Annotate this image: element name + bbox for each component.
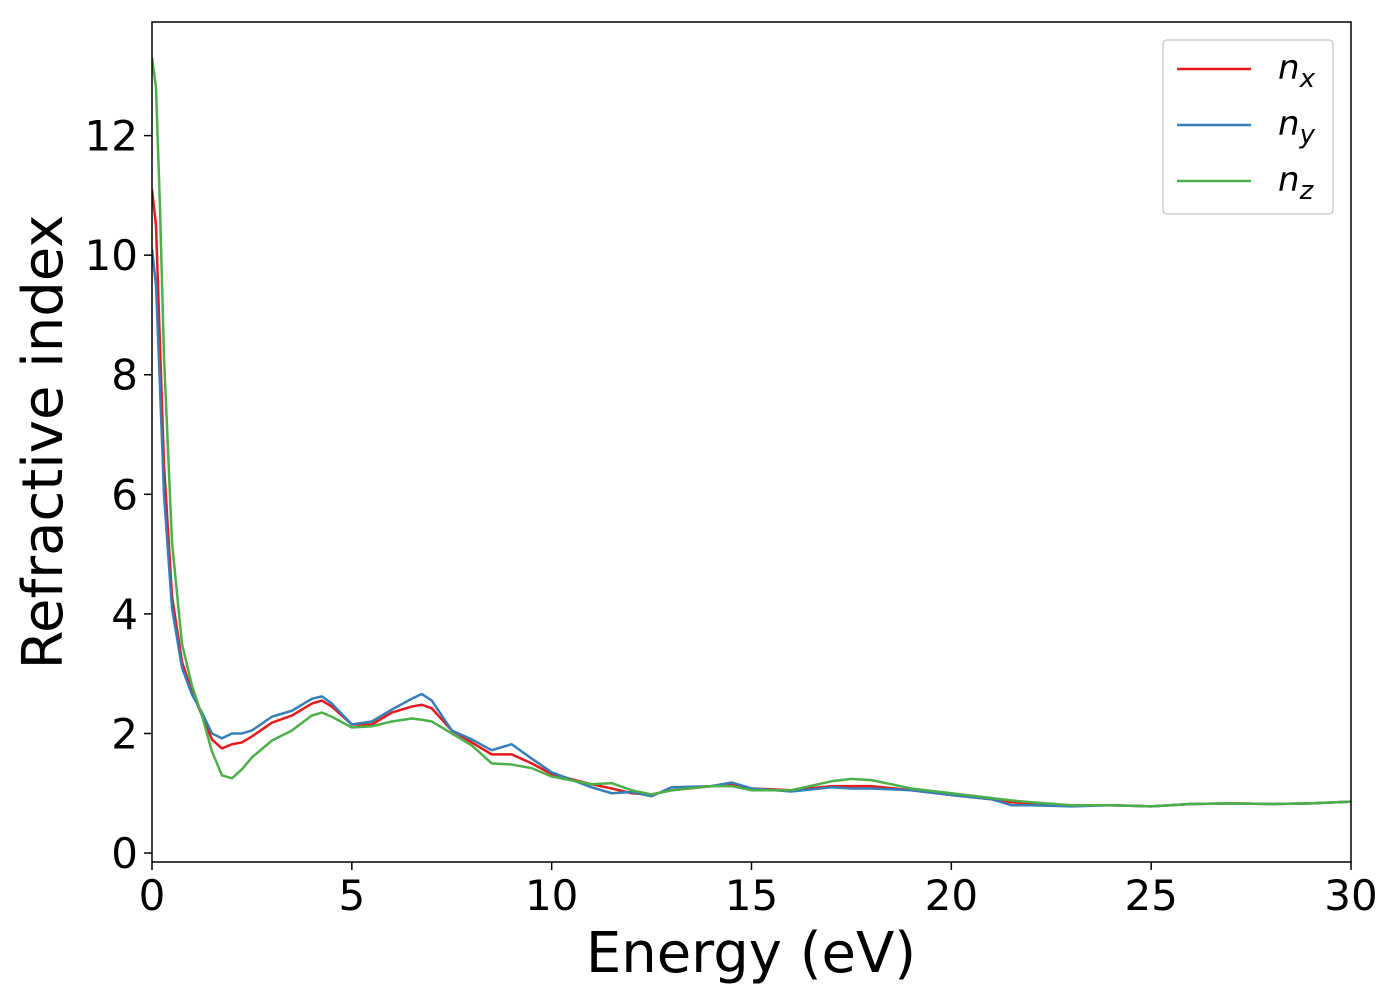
legend-label: nx xyxy=(1278,48,1316,94)
y-tick-label: 0 xyxy=(111,829,138,878)
y-tick-label: 4 xyxy=(111,590,138,639)
y-tick-label: 2 xyxy=(111,709,138,758)
x-axis-label: Energy (eV) xyxy=(586,921,916,986)
x-tick-label: 15 xyxy=(725,871,778,920)
data-line xyxy=(152,249,1351,808)
x-tick-label: 30 xyxy=(1324,871,1377,920)
x-tick-label: 0 xyxy=(139,871,166,920)
legend-label: ny xyxy=(1278,104,1316,150)
y-tick-label: 6 xyxy=(111,470,138,519)
legend-label: nz xyxy=(1278,160,1315,206)
data-line xyxy=(152,189,1351,808)
x-tick-label: 25 xyxy=(1124,871,1177,920)
y-tick-label: 12 xyxy=(85,112,138,161)
x-tick-label: 20 xyxy=(925,871,978,920)
y-tick-label: 8 xyxy=(111,351,138,400)
y-tick-label: 10 xyxy=(85,231,138,280)
plot-frame xyxy=(151,21,1352,863)
x-tick-label: 5 xyxy=(338,871,365,920)
legend-box xyxy=(1162,39,1334,215)
x-tick-label: 10 xyxy=(525,871,578,920)
data-line xyxy=(152,57,1351,808)
y-axis-label: Refractive index xyxy=(11,215,76,670)
